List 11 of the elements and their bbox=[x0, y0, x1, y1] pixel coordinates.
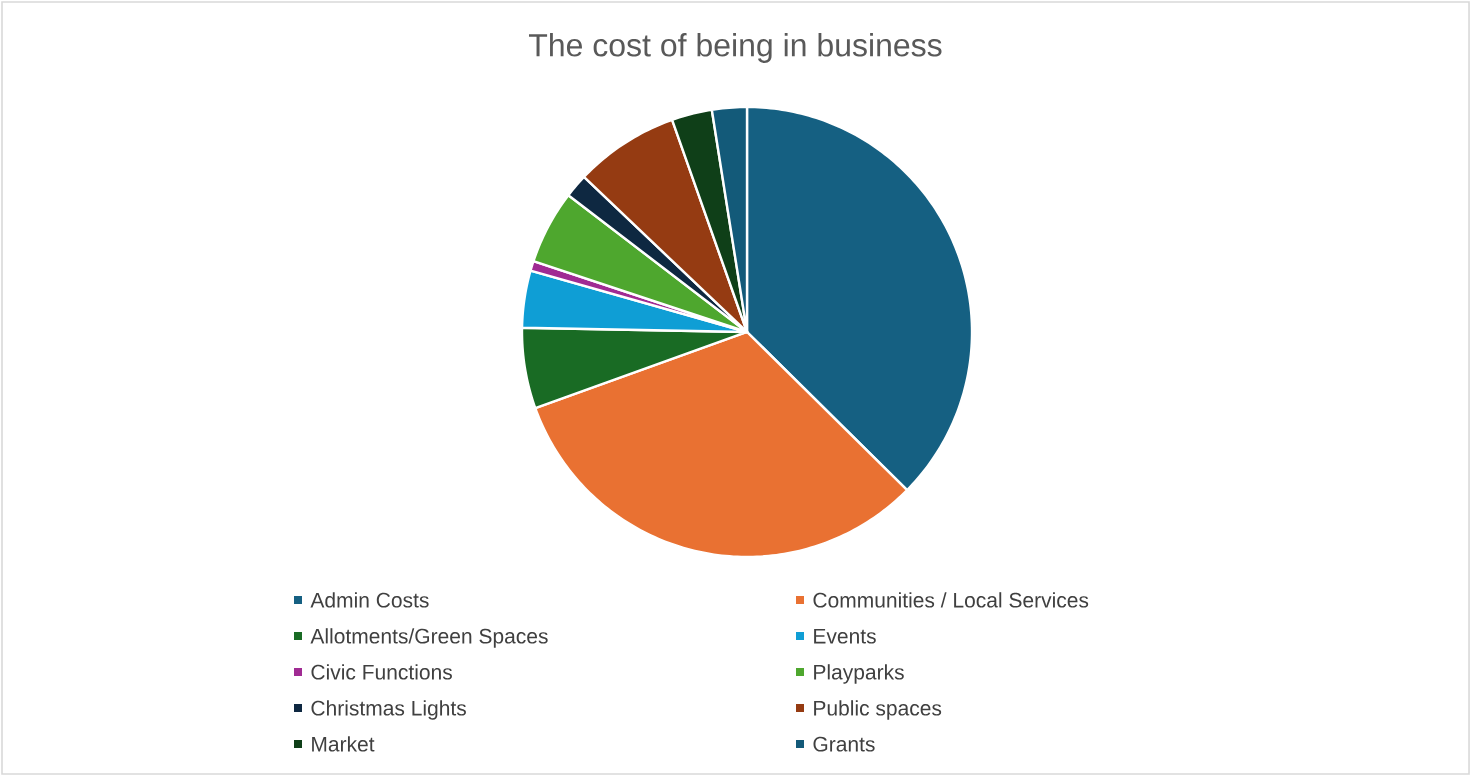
legend-label: Admin Costs bbox=[310, 592, 429, 608]
legend-label: Allotments/Green Spaces bbox=[310, 628, 548, 648]
legend-label: Grants bbox=[813, 736, 875, 752]
legend-label: Civic Functions bbox=[311, 664, 452, 680]
legend-label: Events bbox=[814, 628, 876, 644]
legend-label: Market bbox=[312, 736, 375, 752]
legend-label: Playparks bbox=[814, 664, 904, 684]
chart-title: The cost of being in business bbox=[528, 33, 942, 63]
legend-label: Christmas Lights bbox=[311, 700, 466, 720]
legend-label: Communities / Local Services bbox=[813, 592, 1089, 608]
legend-label: Public spaces bbox=[814, 700, 942, 720]
